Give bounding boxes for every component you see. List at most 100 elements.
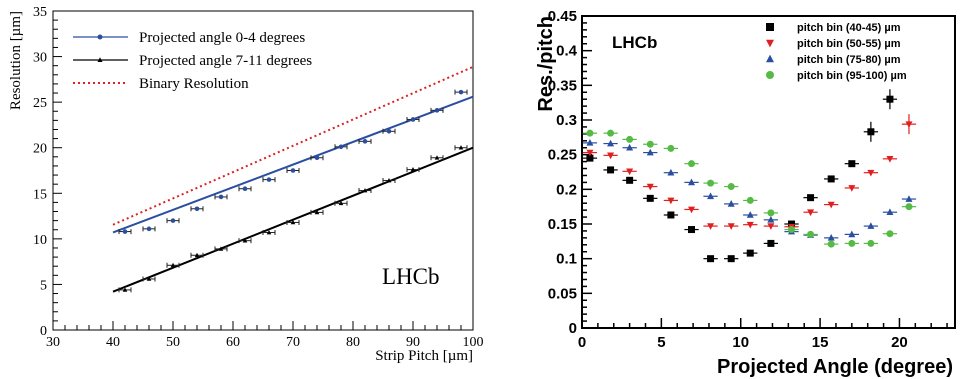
right-data-point — [607, 139, 615, 147]
right-x-tick-label: 5 — [657, 334, 665, 351]
right-y-tick-label: 0.1 — [556, 251, 577, 268]
left-data-point — [266, 229, 272, 235]
left-data-point — [434, 108, 440, 113]
right-data-point — [667, 197, 675, 205]
right-data-point — [626, 168, 634, 176]
right-data-point — [626, 135, 634, 143]
right-data-point — [788, 226, 796, 234]
right-data-point — [688, 206, 696, 214]
right-y-axis-label: Res./pitch — [535, 16, 557, 112]
left-series-marks — [112, 65, 474, 293]
left-data-point — [338, 200, 344, 206]
left-data-point — [170, 262, 176, 268]
left-data-point — [146, 276, 152, 281]
left-data-point — [266, 177, 272, 182]
left-plot-frame — [52, 10, 474, 331]
right-data-point — [646, 140, 654, 148]
right-data-point — [667, 168, 675, 176]
right-x-tick-label: 10 — [732, 334, 749, 351]
right-data-point — [607, 129, 615, 137]
right-data-point — [827, 240, 835, 248]
right-legend-label: pitch bin (50-55) µm — [797, 38, 901, 50]
left-x-tick-label: 30 — [46, 335, 60, 350]
right-data-point — [727, 255, 735, 263]
right-legend-label: pitch bin (40-45) µm — [797, 22, 901, 34]
right-data-point — [848, 185, 856, 192]
left-data-point — [122, 287, 128, 292]
right-y-tick-label: 0.05 — [548, 285, 577, 302]
right-x-tick-labels: 0 5 10 15 20 — [578, 334, 908, 351]
left-y-tick-labels: 0 5 10 15 20 25 30 35 — [33, 5, 47, 339]
right-legend-box — [748, 17, 954, 89]
right-data-point — [827, 201, 835, 209]
right-data-point — [886, 230, 894, 238]
right-data-point — [646, 194, 654, 202]
right-data-point — [688, 178, 696, 186]
right-x-tick-label: 20 — [891, 334, 908, 351]
left-y-tick-label: 20 — [33, 142, 47, 157]
right-data-point — [886, 208, 894, 216]
right-legend: pitch bin (40-45) µm pitch bin (50-55) µm… — [748, 17, 954, 89]
right-data-point — [727, 200, 735, 207]
right-data-point — [646, 183, 654, 191]
left-data-point — [362, 139, 368, 144]
right-data-point — [667, 211, 675, 219]
left-data-point — [146, 226, 152, 232]
right-data-point — [867, 222, 875, 229]
left-legend: Projected angle 0-4 degrees Projected ang… — [73, 30, 312, 92]
left-data-point — [218, 194, 224, 200]
right-data-point — [707, 223, 715, 230]
left-data-point — [218, 246, 224, 251]
left-data-point — [242, 186, 248, 192]
left-data-point — [194, 252, 200, 258]
right-data-point — [867, 169, 875, 177]
right-y-tick-labels: 0 0.05 0.1 0.15 0.2 0.25 0.3 0.35 0.4 0.45 — [548, 8, 578, 337]
left-axes-ticks — [52, 10, 474, 331]
right-legend-marker — [766, 23, 774, 31]
right-data-point — [848, 239, 856, 247]
right-data-point — [807, 209, 815, 217]
left-x-tick-label: 70 — [286, 335, 300, 350]
right-y-tick-label: 0.15 — [548, 216, 577, 233]
right-y-tick-label: 0.25 — [548, 147, 577, 164]
right-y-tick-label: 0.35 — [548, 77, 577, 94]
left-data-point — [290, 168, 296, 173]
right-data-point — [807, 230, 815, 238]
right-data-point — [767, 215, 775, 223]
right-y-tick-label: 0.2 — [556, 181, 577, 198]
right-data-point — [886, 156, 894, 163]
left-y-tick-label: 15 — [33, 187, 47, 202]
right-data-point — [807, 194, 815, 202]
right-data-point — [827, 234, 835, 241]
right-data-point — [727, 183, 735, 191]
left-y-axis-label: Resolution [µm] — [8, 11, 24, 110]
right-data-point — [688, 160, 696, 168]
right-x-tick-label: 15 — [812, 334, 829, 351]
right-data-point — [746, 211, 754, 218]
left-x-tick-label: 100 — [463, 335, 484, 350]
right-data-point — [727, 223, 735, 230]
left-x-tick-label: 50 — [166, 335, 180, 350]
right-data-point — [867, 239, 875, 247]
right-data-point — [905, 195, 913, 202]
right-chart: 0 5 10 15 20 0 0.05 0.1 0.15 0.2 0.25 0.3 0.35 0.4 0.… — [535, 8, 956, 378]
left-chart: 30 40 50 60 70 80 90 100 0 5 10 15 20 25 30 35 Project… — [8, 5, 484, 364]
right-data-point — [586, 139, 594, 146]
left-x-tick-labels: 30 40 50 60 70 80 90 100 — [46, 335, 484, 350]
right-data-point — [707, 179, 715, 187]
left-data-point — [314, 155, 320, 161]
left-x-tick-label: 90 — [406, 335, 420, 350]
legend-swatch-marker — [97, 34, 103, 40]
left-fit-line-1 — [112, 146, 474, 293]
right-data-point — [746, 249, 754, 257]
right-y-tick-label: 0 — [569, 320, 577, 337]
right-lhcb-annotation: LHCb — [612, 33, 657, 52]
legend-label: Projected angle 0-4 degrees — [139, 30, 305, 46]
left-y-tick-label: 5 — [40, 278, 47, 293]
right-y-tick-label: 0.4 — [556, 43, 578, 60]
right-data-point — [586, 154, 594, 162]
right-legend-marker — [766, 54, 774, 63]
left-y-tick-label: 30 — [33, 51, 47, 66]
left-data-point — [170, 218, 176, 223]
right-data-point — [707, 255, 715, 263]
